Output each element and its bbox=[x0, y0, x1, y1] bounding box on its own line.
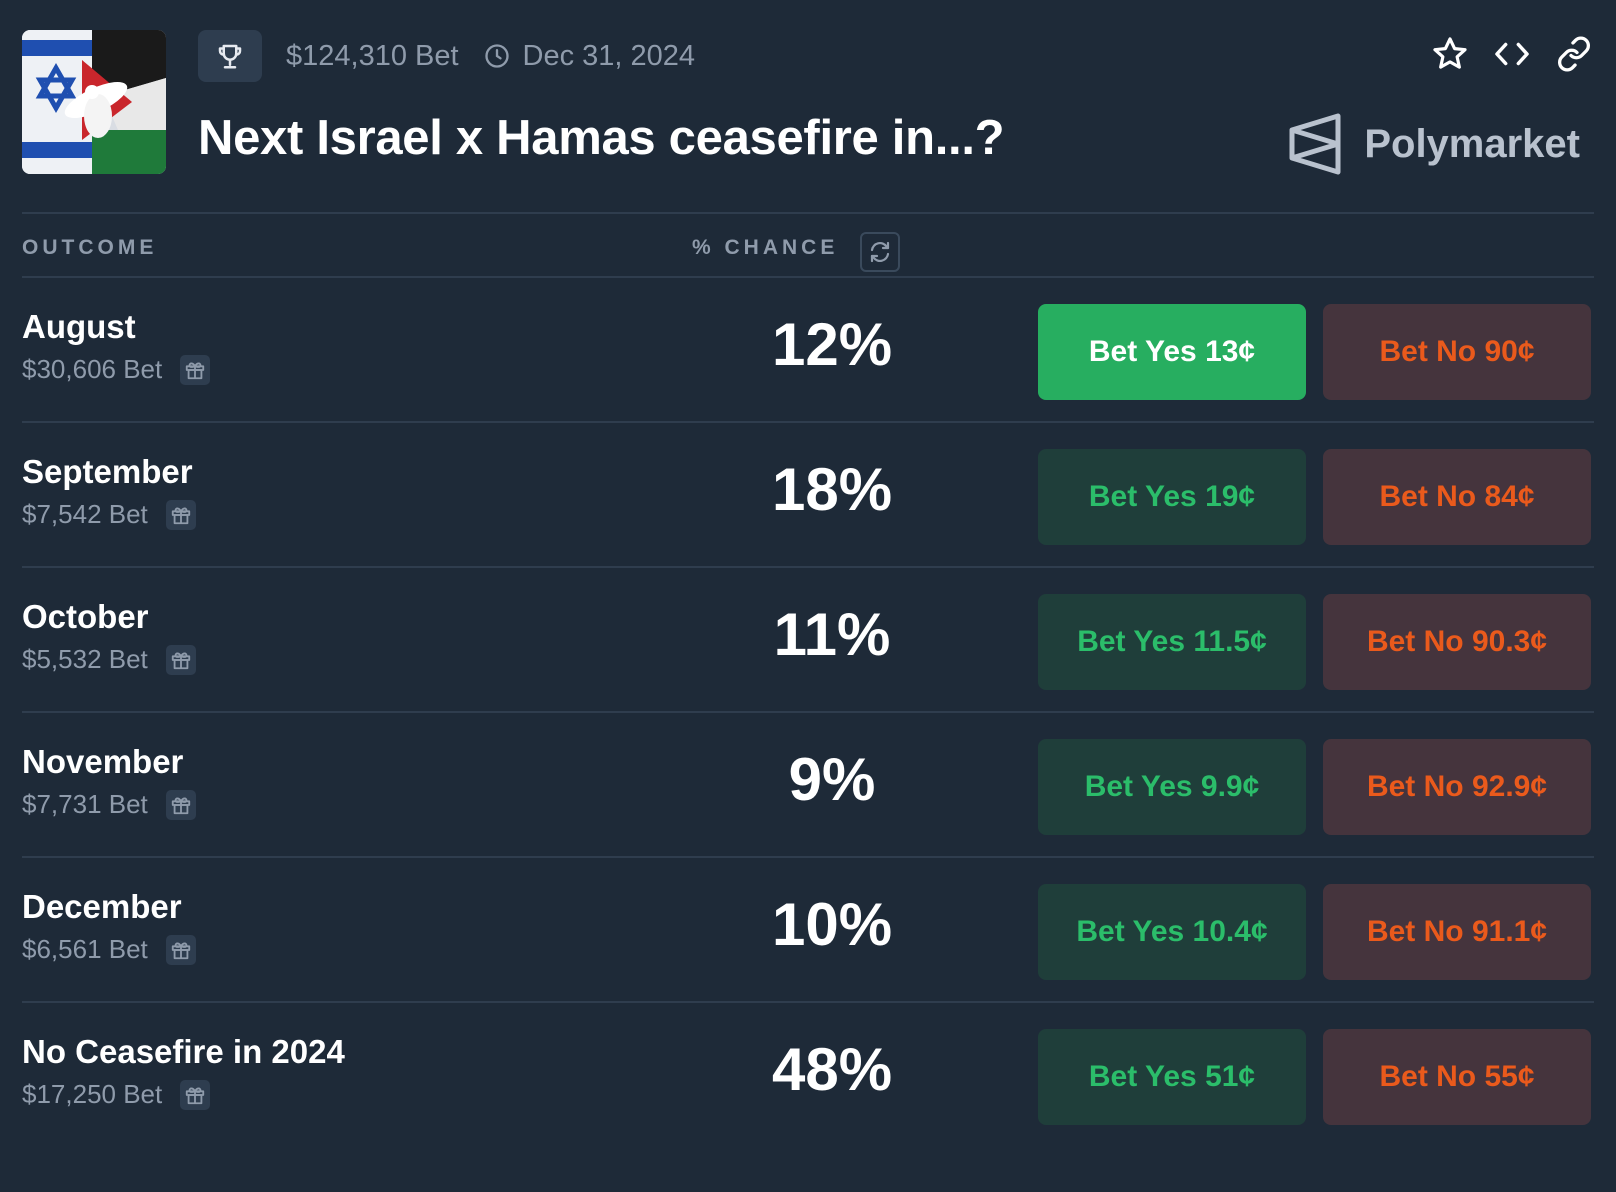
copy-link-button[interactable] bbox=[1554, 34, 1594, 74]
outcome-name: September bbox=[22, 453, 193, 490]
outcome-volume: $6,561 Bet bbox=[22, 934, 148, 964]
bet-no-button[interactable]: Bet No 55¢ bbox=[1323, 1029, 1591, 1125]
polymarket-brand: Polymarket bbox=[1288, 112, 1580, 176]
bet-yes-button[interactable]: Bet Yes 10.4¢ bbox=[1038, 884, 1306, 980]
outcome-chance: 12% bbox=[771, 311, 893, 378]
clock-icon bbox=[484, 44, 509, 68]
bet-yes-button[interactable]: Bet Yes 51¢ bbox=[1038, 1029, 1306, 1125]
total-volume: $124,310 Bet bbox=[286, 39, 459, 72]
outcome-sub: $7,731 Bet bbox=[22, 789, 196, 820]
gift-icon[interactable] bbox=[165, 789, 196, 820]
end-date: Dec 31, 2024 bbox=[483, 39, 696, 73]
outcome-name: August bbox=[22, 308, 136, 345]
embed-button[interactable] bbox=[1492, 34, 1532, 74]
outcome-sub: $30,606 Bet bbox=[22, 354, 211, 385]
outcome-column-header: OUTCOME bbox=[22, 236, 158, 259]
bet-no-button[interactable]: Bet No 91.1¢ bbox=[1323, 884, 1591, 980]
market-image bbox=[22, 30, 166, 174]
market-meta: $124,310 Bet Dec 31, 2024 bbox=[198, 30, 695, 82]
outcome-name: October bbox=[22, 598, 149, 635]
outcome-volume: $17,250 Bet bbox=[22, 1079, 163, 1109]
gift-icon[interactable] bbox=[165, 644, 196, 675]
column-header-divider bbox=[22, 276, 1594, 278]
refresh-icon bbox=[870, 241, 890, 263]
outcome-row-august: August $30,606 Bet 12% Bet Yes 13¢ Bet N… bbox=[22, 270, 1594, 420]
chance-column-header: % CHANCE bbox=[692, 236, 839, 259]
gift-icon[interactable] bbox=[180, 1079, 211, 1110]
outcome-name: December bbox=[22, 888, 182, 925]
bet-yes-button[interactable]: Bet Yes 19¢ bbox=[1038, 449, 1306, 545]
outcome-volume: $7,731 Bet bbox=[22, 789, 148, 819]
outcome-sub: $6,561 Bet bbox=[22, 934, 196, 965]
bet-yes-button[interactable]: Bet Yes 11.5¢ bbox=[1038, 594, 1306, 690]
star-icon bbox=[1433, 37, 1467, 69]
outcome-row-october: October $5,532 Bet 11% Bet Yes 11.5¢ Bet… bbox=[22, 560, 1594, 710]
gift-icon[interactable] bbox=[165, 499, 196, 530]
row-divider bbox=[22, 421, 1594, 423]
trophy-button[interactable] bbox=[198, 30, 262, 82]
market-title: Next Israel x Hamas ceasefire in...? bbox=[198, 111, 1005, 165]
gift-icon[interactable] bbox=[180, 354, 211, 385]
outcome-chance: 11% bbox=[773, 601, 891, 668]
brand-name: Polymarket bbox=[1364, 121, 1580, 166]
outcome-name: No Ceasefire in 2024 bbox=[22, 1033, 345, 1070]
bet-no-button[interactable]: Bet No 84¢ bbox=[1323, 449, 1591, 545]
trophy-icon bbox=[218, 44, 242, 69]
bet-no-button[interactable]: Bet No 90¢ bbox=[1323, 304, 1591, 400]
embed-code-icon bbox=[1495, 42, 1529, 66]
outcome-sub: $7,542 Bet bbox=[22, 499, 196, 530]
outcome-sub: $5,532 Bet bbox=[22, 644, 196, 675]
outcome-volume: $5,532 Bet bbox=[22, 644, 148, 674]
bet-yes-button[interactable]: Bet Yes 9.9¢ bbox=[1038, 739, 1306, 835]
row-divider bbox=[22, 856, 1594, 858]
gift-icon[interactable] bbox=[165, 934, 196, 965]
outcome-chance: 18% bbox=[771, 456, 893, 523]
outcome-sub: $17,250 Bet bbox=[22, 1079, 211, 1110]
row-divider bbox=[22, 566, 1594, 568]
row-divider bbox=[22, 1001, 1594, 1003]
outcome-chance: 9% bbox=[788, 746, 876, 813]
bet-no-button[interactable]: Bet No 90.3¢ bbox=[1323, 594, 1591, 690]
outcome-row-no-ceasefire: No Ceasefire in 2024 $17,250 Bet 48% Bet… bbox=[22, 995, 1594, 1145]
bet-no-button[interactable]: Bet No 92.9¢ bbox=[1323, 739, 1591, 835]
outcome-name: November bbox=[22, 743, 184, 780]
outcome-volume: $7,542 Bet bbox=[22, 499, 148, 529]
outcome-chance: 48% bbox=[771, 1036, 893, 1103]
outcome-row-december: December $6,561 Bet 10% Bet Yes 10.4¢ Be… bbox=[22, 850, 1594, 1000]
refresh-button[interactable] bbox=[860, 232, 900, 272]
header-actions bbox=[1430, 34, 1594, 74]
outcome-row-september: September $7,542 Bet 18% Bet Yes 19¢ Bet… bbox=[22, 415, 1594, 565]
outcome-row-november: November $7,731 Bet 9% Bet Yes 9.9¢ Bet … bbox=[22, 705, 1594, 855]
bet-yes-button[interactable]: Bet Yes 13¢ bbox=[1038, 304, 1306, 400]
polymarket-logo bbox=[1289, 113, 1341, 175]
outcome-volume: $30,606 Bet bbox=[22, 354, 163, 384]
favorite-button[interactable] bbox=[1430, 34, 1470, 74]
outcome-chance: 10% bbox=[771, 891, 893, 958]
link-icon bbox=[1558, 36, 1590, 72]
market-header: $124,310 Bet Dec 31, 2024 Next Israel x … bbox=[22, 30, 1594, 180]
end-date-label: Dec 31, 2024 bbox=[522, 39, 696, 72]
row-divider bbox=[22, 711, 1594, 713]
header-divider bbox=[22, 212, 1594, 214]
